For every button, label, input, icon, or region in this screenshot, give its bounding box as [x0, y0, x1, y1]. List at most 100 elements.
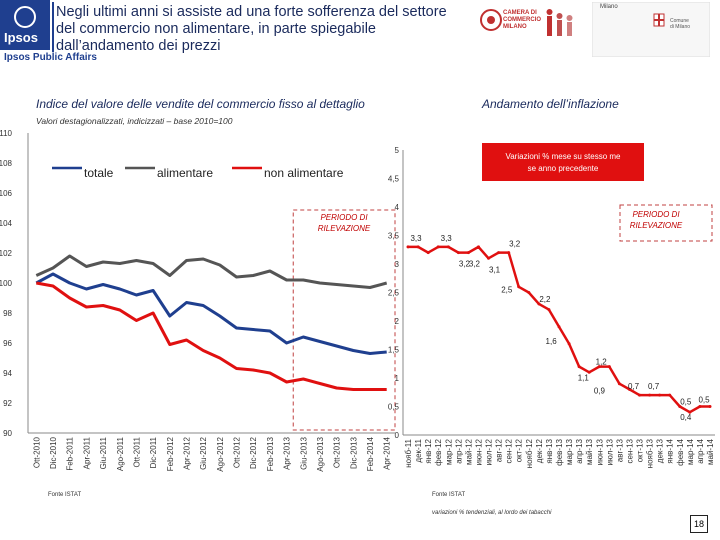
inflation-point: [577, 365, 581, 369]
left-y-tick-label: 102: [0, 249, 13, 258]
inflation-data-label: 0,5: [698, 396, 710, 405]
inflation-data-label: 0,4: [680, 413, 692, 422]
chamber-logo: [475, 2, 585, 57]
chamber-name: CAMERA DI COMMERCIO MILANO: [503, 10, 541, 30]
inflation-point: [617, 382, 621, 386]
right-x-tick-label: авг-13: [615, 438, 624, 462]
inflation-point: [477, 245, 480, 249]
right-x-tick-label: апр-12: [454, 438, 463, 463]
inflation-point: [517, 285, 521, 289]
left-x-tick-label: Ago-2013: [316, 436, 325, 471]
inflation-point: [436, 245, 440, 249]
milano-emblem-icon: [591, 1, 711, 58]
inflation-point: [406, 245, 410, 249]
left-period-label: RILEVAZIONE: [318, 224, 371, 233]
series-line-inflazione: [408, 245, 710, 414]
legend-label: non alimentare: [264, 166, 344, 180]
inflation-point: [547, 308, 551, 312]
inflation-data-label: 3,3: [410, 234, 422, 243]
left-y-tick-label: 98: [3, 309, 12, 318]
inflation-data-label: 2,5: [501, 286, 513, 295]
left-chart-title: Indice del valore delle vendite del comm…: [36, 97, 365, 111]
right-x-tick-label: нояб-12: [525, 438, 534, 468]
variation-caption-line: Variazioni % mese su stesso me: [505, 152, 621, 161]
right-y-tick-label: 0: [395, 431, 400, 440]
headline-line-2: del commercio non alimentare, in parte s…: [56, 21, 376, 37]
left-x-tick-label: Ago-2012: [216, 436, 225, 471]
right-x-tick-label: окт-12: [515, 438, 524, 462]
chamber-emblem-icon: [480, 9, 573, 36]
left-x-tick-label: Giu-2011: [99, 436, 108, 469]
right-x-tick-label: нояб-11: [404, 438, 413, 467]
legend-label: totale: [84, 166, 114, 180]
right-y-tick-label: 2: [395, 317, 400, 326]
inflation-point: [698, 405, 702, 408]
left-x-tick-label: Ott-2013: [333, 436, 342, 468]
left-y-tick-label: 94: [3, 369, 12, 378]
inflation-point: [456, 251, 460, 255]
right-x-tick-label: мар-13: [565, 438, 574, 465]
inflation-point: [628, 387, 631, 391]
left-x-tick-label: Dic-2013: [349, 436, 358, 469]
right-x-tick-label: май-14: [706, 438, 715, 465]
right-source: Fonte ISTAT: [432, 492, 466, 498]
left-x-tick-label: Giu-2013: [299, 436, 308, 469]
series-line-alimentare: [35, 254, 388, 289]
right-y-tick-label: 5: [395, 146, 400, 155]
left-y-tick-label: 92: [3, 399, 12, 408]
right-y-tick-label: 3,5: [388, 232, 400, 241]
right-period-box: [619, 204, 713, 242]
left-x-tick-label: Dic-2010: [49, 436, 58, 469]
page-number: 18: [690, 515, 708, 533]
milano-subtitle: Comune di Milano: [670, 18, 691, 30]
right-x-tick-label: июл-12: [485, 438, 494, 465]
series-line-totale: [35, 272, 387, 355]
right-y-tick-label: 2,5: [388, 289, 400, 298]
inflation-point: [557, 325, 561, 329]
left-period-box: [292, 209, 396, 431]
inflation-point: [597, 365, 601, 369]
right-y-tick-label: 0,5: [388, 403, 400, 412]
right-x-tick-label: апр-13: [575, 438, 584, 463]
ipsos-logo: Ipsos: [0, 0, 50, 50]
inflation-point: [607, 365, 611, 369]
inflation-point: [638, 393, 641, 397]
left-x-tick-label: Feb-2011: [66, 436, 75, 470]
right-x-tick-label: сен-12: [505, 438, 514, 463]
left-x-tick-label: Dic-2012: [249, 436, 258, 469]
left-y-tick-label: 108: [0, 159, 13, 168]
left-y-tick-label: 100: [0, 279, 13, 288]
left-source: Fonte ISTAT: [48, 492, 82, 498]
right-x-tick-label: июн-12: [474, 438, 483, 465]
right-y-tick-label: 4,5: [388, 175, 400, 184]
left-x-tick-label: Feb-2012: [166, 436, 175, 471]
left-period-label: PERIODO DI: [320, 213, 368, 222]
right-x-tick-label: июн-13: [595, 438, 604, 465]
left-x-tick-label: Ott-2010: [32, 436, 41, 468]
left-x-tick-label: Ott-2011: [132, 436, 141, 467]
left-x-tick-label: Giu-2012: [199, 436, 208, 469]
left-x-tick-label: Feb-2013: [266, 436, 275, 471]
inflation-data-label: 0,5: [680, 398, 692, 407]
left-x-tick-label: Apr-2011: [82, 436, 91, 469]
right-x-tick-label: нояб-13: [646, 438, 655, 468]
left-x-tick-label: Dic-2011: [149, 436, 158, 468]
left-y-tick-label: 90: [3, 429, 12, 438]
right-note: variazioni % tendenziali, al lordo dei t…: [432, 510, 552, 516]
right-x-tick-label: мар-12: [444, 438, 453, 465]
right-x-tick-label: окт-13: [636, 438, 645, 462]
inflation-point: [426, 251, 430, 255]
left-chart-subtitle: Valori destagionalizzati, indicizzati – …: [36, 116, 233, 126]
inflation-point: [527, 291, 531, 294]
right-x-tick-label: фев-14: [676, 438, 685, 465]
left-y-tick-label: 104: [0, 219, 13, 228]
left-x-tick-label: Apr-2013: [283, 436, 292, 469]
right-period-label: RILEVAZIONE: [630, 221, 683, 230]
variation-caption-box: [482, 143, 644, 181]
inflation-data-label: 1,2: [596, 357, 608, 366]
inflation-data-label: 0,7: [628, 382, 640, 391]
logo-text: Ipsos: [4, 30, 38, 45]
milano-logo: [591, 1, 711, 58]
left-x-tick-label: Ago-2011: [116, 436, 125, 471]
